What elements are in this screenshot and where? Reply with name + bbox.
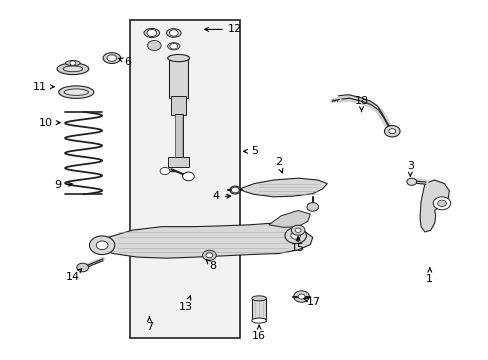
Ellipse shape [251,318,266,323]
Ellipse shape [167,54,189,62]
Circle shape [293,291,309,302]
Circle shape [298,294,305,299]
Circle shape [384,126,399,137]
Text: 1: 1 [426,268,432,284]
Ellipse shape [166,29,181,37]
Ellipse shape [251,296,266,301]
Text: 7: 7 [145,316,153,332]
Ellipse shape [107,55,117,61]
Circle shape [169,43,177,49]
Ellipse shape [167,42,180,50]
Circle shape [182,172,194,181]
Circle shape [432,197,450,210]
Polygon shape [239,178,327,197]
Ellipse shape [65,60,80,66]
Circle shape [205,253,212,258]
Circle shape [295,228,301,232]
Text: 18: 18 [354,96,368,112]
Circle shape [291,225,305,235]
Polygon shape [419,180,448,232]
Ellipse shape [63,66,82,72]
Text: 3: 3 [406,161,413,176]
Bar [174,114,182,158]
Ellipse shape [144,28,159,37]
Text: 14: 14 [66,269,81,282]
Text: 11: 11 [33,82,54,92]
Circle shape [77,263,88,272]
Polygon shape [268,211,310,227]
Circle shape [169,30,178,36]
Ellipse shape [64,89,88,95]
Text: 5: 5 [243,146,257,156]
Ellipse shape [57,63,88,75]
Circle shape [147,30,157,37]
Bar [168,56,188,98]
Circle shape [231,187,239,193]
Circle shape [202,250,216,260]
Text: 15: 15 [290,237,305,253]
Ellipse shape [59,86,94,98]
Polygon shape [94,223,312,258]
Bar [252,299,265,320]
Text: 6: 6 [118,57,131,67]
Circle shape [89,236,115,255]
Text: 13: 13 [179,296,193,312]
Circle shape [388,129,395,134]
Circle shape [147,41,161,50]
Bar [167,157,189,167]
Text: 2: 2 [275,157,282,173]
Text: 4: 4 [212,191,230,201]
Text: 17: 17 [303,297,320,307]
Circle shape [96,241,108,249]
Text: 10: 10 [39,118,60,128]
Circle shape [406,178,416,185]
Text: 9: 9 [55,180,72,190]
Text: 12: 12 [204,24,241,35]
Ellipse shape [103,53,121,63]
Bar [171,96,185,116]
Ellipse shape [229,186,240,194]
Circle shape [306,203,318,211]
Circle shape [70,61,76,65]
Circle shape [285,228,306,243]
Circle shape [437,200,446,207]
Bar [130,21,239,338]
Circle shape [290,232,300,239]
Text: 16: 16 [252,325,265,341]
Circle shape [160,167,169,175]
Text: 8: 8 [206,260,216,271]
